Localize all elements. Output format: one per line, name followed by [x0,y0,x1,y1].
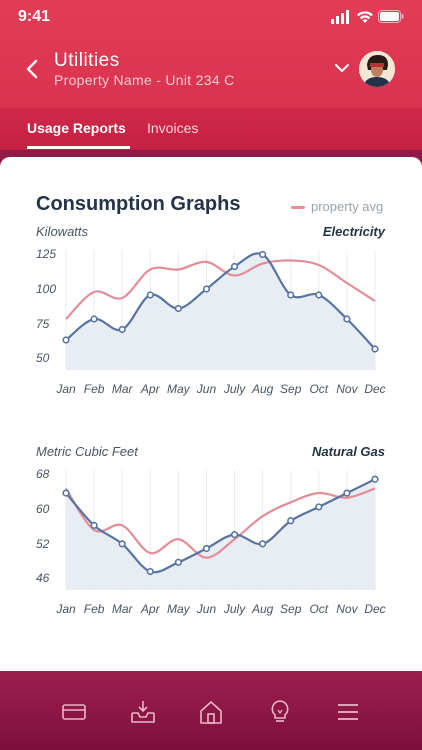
card-icon[interactable] [61,699,87,725]
usage-point [315,291,323,299]
x-tick-label: Jan [55,382,76,396]
header: 9:41 Utilities Property Name - Unit 234 … [0,0,422,150]
nav-bar: Utilities Property Name - Unit 234 C [0,40,422,100]
chevron-down-icon[interactable] [334,62,350,74]
usage-point [343,489,351,497]
x-tick-label: Apr [140,382,161,396]
x-tick-label: Oct [309,382,328,396]
usage-point [90,521,98,529]
usage-point [287,517,295,525]
y-tick-label: 100 [36,282,56,296]
x-tick-label: Dec [364,602,385,616]
legend-label: property avg [311,199,384,214]
y-tick-label: 75 [36,317,50,331]
x-tick-label: July [223,602,246,616]
x-tick-label: May [167,602,191,616]
usage-point [62,336,70,344]
x-tick-label: Nov [336,382,358,396]
x-tick-label: Jun [196,602,217,616]
usage-point [174,558,182,566]
page-title: Utilities [54,50,120,71]
chart-metric-label: Natural Gas [312,444,385,459]
x-tick-label: Jun [196,382,217,396]
usage-point [202,544,211,553]
card-title: Consumption Graphs [36,193,241,215]
legend-swatch [291,206,305,210]
usage-point [146,291,154,299]
usage-point [230,531,239,539]
x-tick-label: Sep [280,382,302,396]
usage-point [371,475,379,483]
battery-icon [378,10,404,23]
x-tick-label: Sep [280,602,302,616]
signal-icon [331,10,349,24]
tab-invoices[interactable]: Invoices [147,120,199,136]
natural-gas-chart: 68 60 52 46 Jan Feb Mar Apr May Jun July Aug Sep Oct N… [36,467,386,616]
page-subtitle: Property Name - Unit 234 C [54,72,235,88]
y-tick-label: 46 [36,571,50,585]
status-bar: 9:41 [0,0,422,34]
usage-point [202,285,211,293]
usage-point [287,291,295,299]
usage-point [118,325,126,334]
x-tick-label: Mar [112,602,134,616]
usage-point [90,315,98,323]
home-icon[interactable] [198,699,224,725]
usage-point [371,345,379,353]
x-tick-label: Dec [364,382,385,396]
chart-metric-label: Electricity [322,224,385,239]
x-tick-label: July [223,382,246,396]
usage-point [146,567,154,576]
usage-area [66,479,375,590]
property-avg-line [65,487,376,559]
tab-usage-reports[interactable]: Usage Reports [27,120,126,136]
x-tick-label: Mar [112,382,134,396]
usage-point [259,540,267,548]
x-tick-label: May [167,382,191,396]
electricity-chart: 125 100 75 50 Jan Feb Mar Apr May Jun July Aug Sep Oc… [36,247,386,396]
x-tick-label: Aug [251,382,274,396]
y-tick-label: 60 [36,502,50,516]
x-tick-label: Apr [140,602,161,616]
chart-unit-label: Kilowatts [36,224,89,239]
status-time: 9:41 [18,8,51,25]
property-avg-line [65,259,376,320]
bottom-nav-bar [0,671,422,750]
usage-point [118,540,126,548]
legend: property avg [291,199,383,214]
x-tick-label: Oct [309,602,328,616]
avatar[interactable] [359,51,395,87]
y-tick-label: 50 [36,351,50,365]
usage-point [259,250,267,259]
menu-icon[interactable] [335,699,361,725]
chart-unit-label: Metric Cubic Feet [36,444,138,459]
lightbulb-icon[interactable] [267,699,293,725]
active-tab-indicator [27,146,130,149]
x-tick-label: Aug [251,602,274,616]
usage-point [343,315,351,323]
user-avatar-icon [359,51,395,87]
usage-point [230,262,239,271]
usage-area [66,253,375,370]
wifi-icon [357,11,373,23]
x-tick-label: Feb [84,602,105,616]
x-tick-label: Feb [84,382,105,396]
inbox-download-icon[interactable] [130,699,156,725]
usage-point [315,503,323,511]
usage-point [174,304,182,313]
back-arrow-icon[interactable] [22,58,44,80]
x-tick-label: Jan [55,602,76,616]
tab-bar: Usage Reports Invoices [0,108,422,150]
x-tick-label: Nov [336,602,358,616]
y-tick-label: 68 [36,467,50,481]
y-tick-label: 52 [36,537,50,551]
usage-point [62,489,70,497]
y-tick-label: 125 [36,247,56,261]
